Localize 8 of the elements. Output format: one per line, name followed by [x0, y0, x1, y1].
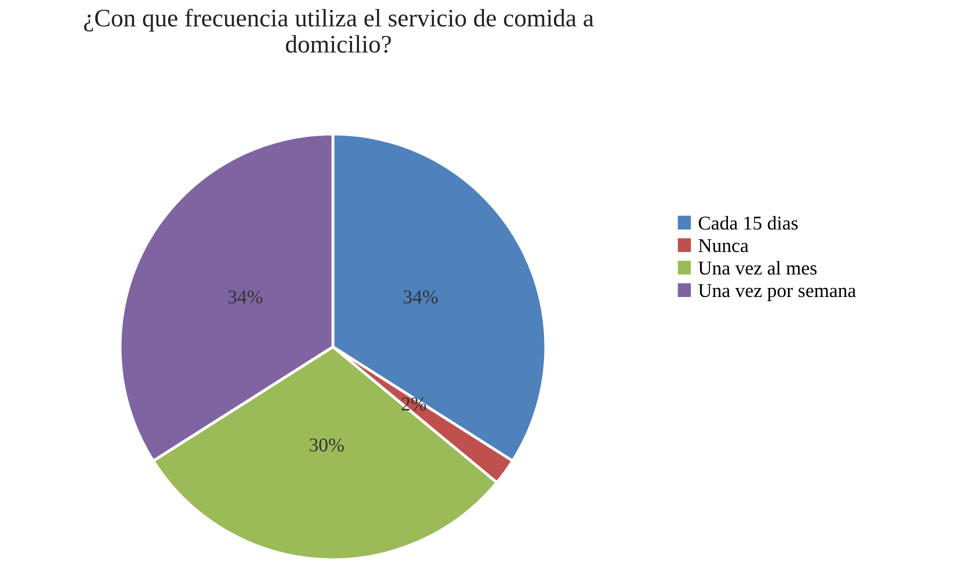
- legend-label: Una vez al mes: [698, 260, 817, 275]
- legend-label: Una vez por semana: [698, 284, 856, 302]
- legend-label: Nunca: [698, 239, 748, 252]
- data-label: 34%: [404, 290, 438, 304]
- data-label: 34%: [228, 290, 262, 304]
- chart-title: ¿Con que frecuencia utiliza el servicio de comida a domicilio?: [84, 8, 594, 53]
- legend-label: Cada 15 dias: [698, 216, 798, 230]
- data-label: 30%: [310, 438, 344, 452]
